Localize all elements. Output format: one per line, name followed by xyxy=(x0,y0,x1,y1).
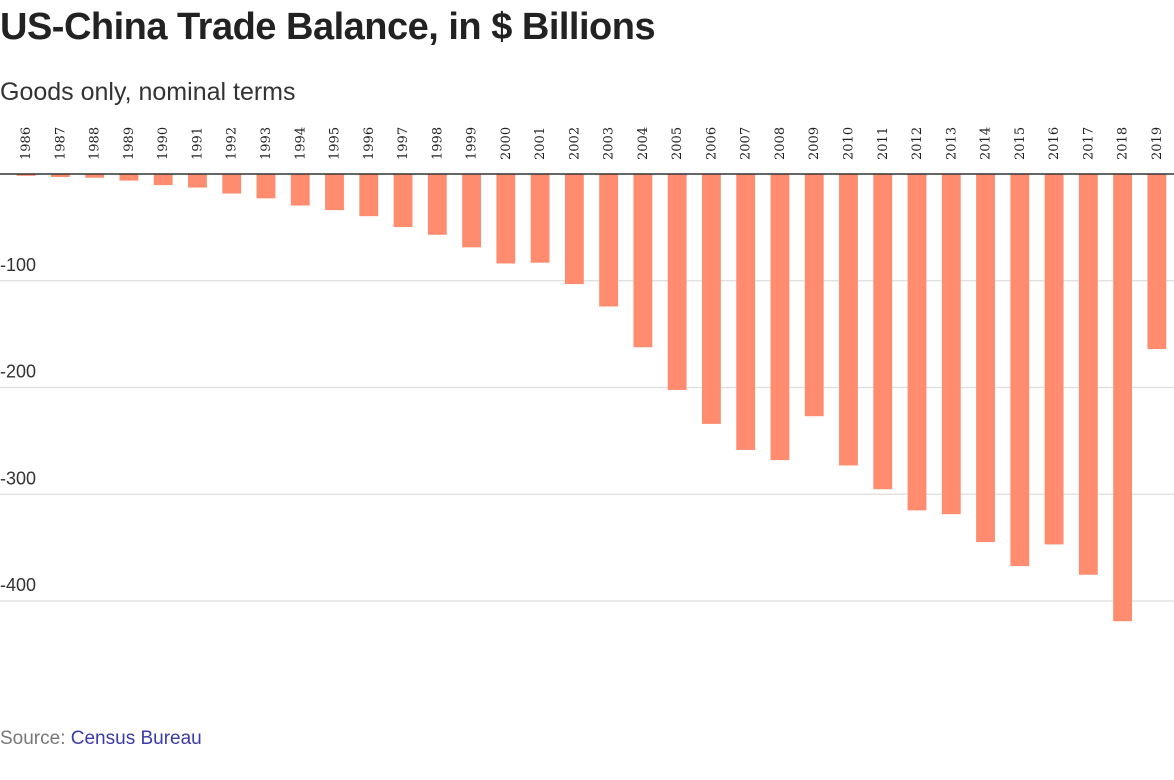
x-tick-label-1997: 1997 xyxy=(396,127,411,160)
x-tick-label-2000: 2000 xyxy=(499,127,514,160)
x-tick-label-2014: 2014 xyxy=(979,127,994,160)
x-axis-year-labels: 1986 1987 1988 1989 1990 1991 1992 1993 1994 1995… xyxy=(19,127,1165,160)
x-tick-label-1992: 1992 xyxy=(225,127,240,160)
bar-2004[interactable] xyxy=(633,174,653,348)
bar-1997[interactable] xyxy=(393,174,413,228)
x-tick-label-1996: 1996 xyxy=(362,127,377,160)
x-tick-label-1990: 1990 xyxy=(156,127,171,160)
x-tick-label-2004: 2004 xyxy=(636,127,651,160)
x-tick-label-1986: 1986 xyxy=(19,127,34,160)
x-tick-label-2013: 2013 xyxy=(944,127,959,160)
bars xyxy=(16,174,1167,622)
source-prefix: Source: xyxy=(0,728,71,749)
bar-2013[interactable] xyxy=(941,174,961,515)
x-tick-label-2005: 2005 xyxy=(670,127,685,160)
x-tick-label-2017: 2017 xyxy=(1081,127,1096,160)
bar-2016[interactable] xyxy=(1044,174,1064,545)
bar-2014[interactable] xyxy=(976,174,995,543)
bar-1992[interactable] xyxy=(222,174,242,194)
bar-1993[interactable] xyxy=(256,174,276,199)
bar-1991[interactable] xyxy=(188,174,207,188)
x-tick-label-1994: 1994 xyxy=(293,127,308,160)
bar-1989[interactable] xyxy=(119,174,139,181)
bar-1987[interactable] xyxy=(50,174,70,177)
x-tick-label-1995: 1995 xyxy=(328,127,343,160)
bar-2001[interactable] xyxy=(530,174,550,263)
bar-1994[interactable] xyxy=(290,174,310,206)
bar-2005[interactable] xyxy=(667,174,687,390)
source-link[interactable]: Census Bureau xyxy=(70,728,202,749)
x-tick-label-2011: 2011 xyxy=(876,127,891,160)
x-tick-label-2003: 2003 xyxy=(602,127,617,160)
x-tick-label-1991: 1991 xyxy=(190,127,205,160)
bar-1999[interactable] xyxy=(462,174,481,248)
x-tick-label-1989: 1989 xyxy=(122,127,137,160)
gridlines xyxy=(0,280,1174,602)
x-tick-label-1988: 1988 xyxy=(88,127,103,160)
bar-2000[interactable] xyxy=(496,174,516,264)
bar-1990[interactable] xyxy=(153,174,173,186)
x-tick-label-1987: 1987 xyxy=(53,127,68,160)
bar-1998[interactable] xyxy=(427,174,447,235)
bar-2002[interactable] xyxy=(564,174,584,285)
bar-1986[interactable] xyxy=(16,174,36,176)
y-tick-label: -400 xyxy=(0,575,36,595)
x-tick-label-2001: 2001 xyxy=(533,127,548,160)
x-tick-label-2008: 2008 xyxy=(773,127,788,160)
chart-subtitle: Goods only, nominal terms xyxy=(0,78,296,106)
chart-title: US-China Trade Balance, in $ Billions xyxy=(0,6,656,48)
bar-2018[interactable] xyxy=(1113,174,1133,622)
x-tick-label-2019: 2019 xyxy=(1150,127,1165,160)
bar-2019[interactable] xyxy=(1147,174,1167,350)
source-note: Source: Census Bureau xyxy=(0,728,202,750)
bar-chart: -400 -300 -200 -100 1986 1987 1988 1989 1990 199… xyxy=(0,127,1174,622)
x-tick-label-2012: 2012 xyxy=(910,127,925,160)
x-tick-label-2006: 2006 xyxy=(704,127,719,160)
bar-2008[interactable] xyxy=(770,174,790,461)
x-tick-label-1998: 1998 xyxy=(430,127,445,160)
x-tick-label-2010: 2010 xyxy=(841,127,856,160)
bar-1988[interactable] xyxy=(85,174,105,178)
y-tick-label: -300 xyxy=(0,468,36,488)
x-tick-label-2002: 2002 xyxy=(567,127,582,160)
bar-2003[interactable] xyxy=(599,174,619,307)
x-tick-label-1993: 1993 xyxy=(259,127,274,160)
bar-2017[interactable] xyxy=(1078,174,1098,575)
bar-2009[interactable] xyxy=(804,174,824,417)
bar-2006[interactable] xyxy=(702,174,721,424)
y-tick-label: -200 xyxy=(0,362,36,382)
x-tick-label-2009: 2009 xyxy=(807,127,822,160)
x-tick-label-2016: 2016 xyxy=(1047,127,1062,160)
bar-2010[interactable] xyxy=(839,174,858,466)
x-tick-label-2007: 2007 xyxy=(739,127,754,160)
bar-2007[interactable] xyxy=(736,174,756,450)
y-axis-ticks: -400 -300 -200 -100 xyxy=(0,255,36,595)
bar-2012[interactable] xyxy=(907,174,927,511)
x-tick-label-2018: 2018 xyxy=(1116,127,1131,160)
x-tick-label-1999: 1999 xyxy=(465,127,480,160)
bar-2015[interactable] xyxy=(1010,174,1030,567)
x-tick-label-2015: 2015 xyxy=(1013,127,1028,160)
bar-1995[interactable] xyxy=(325,174,344,211)
y-tick-label: -100 xyxy=(0,255,36,275)
bar-2011[interactable] xyxy=(873,174,893,490)
bar-1996[interactable] xyxy=(359,174,379,217)
